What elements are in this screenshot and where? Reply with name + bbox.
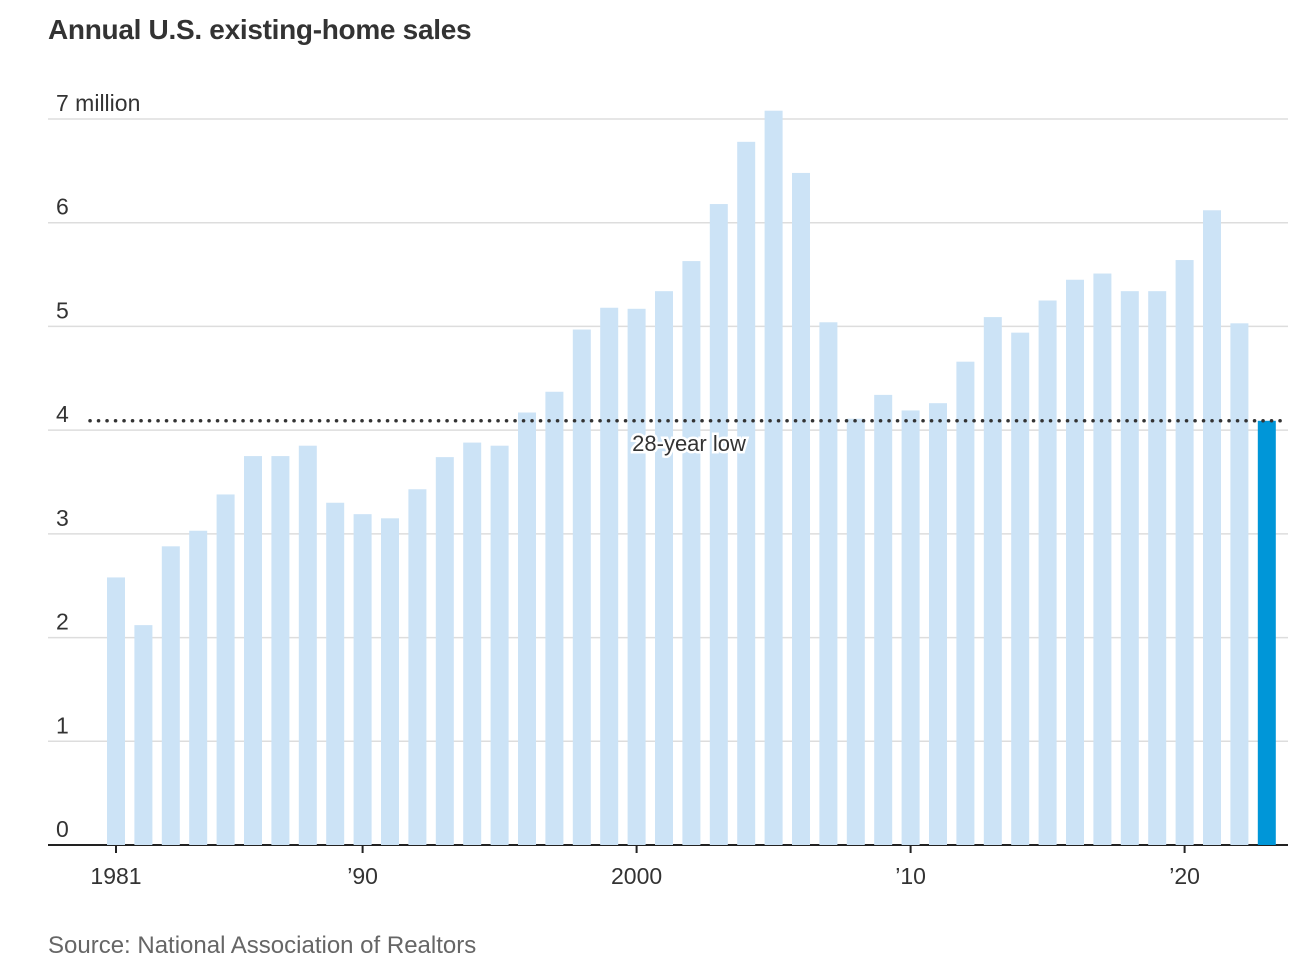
y-tick-label-2: 2 [56,609,69,635]
bar-2002 [682,261,701,845]
bar-1997 [545,391,564,845]
bar-1991 [381,518,399,845]
bar-2008 [846,418,865,845]
bar-1994 [463,442,482,845]
bar-1982 [134,625,153,845]
x-axis-ticks: 1981 ’90 2000 ’10 ’20 [90,845,1200,889]
bar-1988 [298,445,317,845]
bar-2011 [929,403,947,845]
y-tick-label-7: 7 million [56,90,140,116]
x-tick-label-1981: 1981 [90,863,141,889]
bar-2014 [1011,332,1030,845]
bar-2022 [1230,323,1249,845]
bar-2013 [983,317,1002,845]
bar-1995 [490,445,509,845]
bar-1999 [600,307,619,845]
y-axis-ticks: 0 1 2 3 4 5 6 7 million [56,90,140,842]
bar-2003 [709,204,728,845]
y-tick-label-4: 4 [56,401,69,427]
x-tick-label-2000: 2000 [611,863,662,889]
bar-1987 [271,456,290,845]
reference-line-label: 28-year low [632,431,746,456]
chart-title: Annual U.S. existing-home sales [48,14,472,45]
bar-2017 [1093,273,1112,845]
bar-2006 [792,172,810,846]
bars [107,110,1276,846]
bar-2020 [1175,260,1194,846]
y-tick-label-3: 3 [56,505,69,531]
y-tick-label-6: 6 [56,194,69,220]
x-tick-label-2010: ’10 [895,863,926,889]
bar-1989 [326,502,345,845]
bar-1984 [189,530,208,845]
bar-2001 [655,291,673,845]
x-tick-label-2020: ’20 [1169,863,1200,889]
bar-1998 [572,329,591,845]
bar-1993 [435,457,454,845]
bar-2007 [819,322,838,845]
bar-1990 [353,514,372,845]
bar-2015 [1038,300,1057,845]
bar-2004 [737,141,756,845]
bar-1983 [161,546,180,845]
bar-2000 [627,308,646,846]
source-note: Source: National Association of Realtors [48,932,477,959]
y-tick-label-1: 1 [56,712,69,738]
bar-2016 [1066,279,1084,845]
bar-1985 [216,494,235,845]
bar-1981 [107,577,125,845]
bar-2018 [1120,291,1139,845]
bar-2023 [1257,420,1276,845]
bar-1986 [244,456,262,845]
y-tick-label-5: 5 [56,297,69,323]
bar-1992 [408,489,427,845]
bar-1996 [518,412,536,845]
bar-2021 [1203,210,1221,846]
bar-chart: 28-year low 0 1 2 3 4 5 6 7 million 1981 ’90 2000… [48,90,1290,889]
bar-2005 [764,110,783,845]
bar-2012 [956,361,975,845]
x-tick-label-1990: ’90 [347,863,378,889]
bar-2010 [901,410,920,845]
bar-2019 [1148,291,1167,845]
bar-2009 [874,394,893,845]
reference-line: 28-year low [88,419,1290,458]
y-tick-label-0: 0 [56,816,69,842]
